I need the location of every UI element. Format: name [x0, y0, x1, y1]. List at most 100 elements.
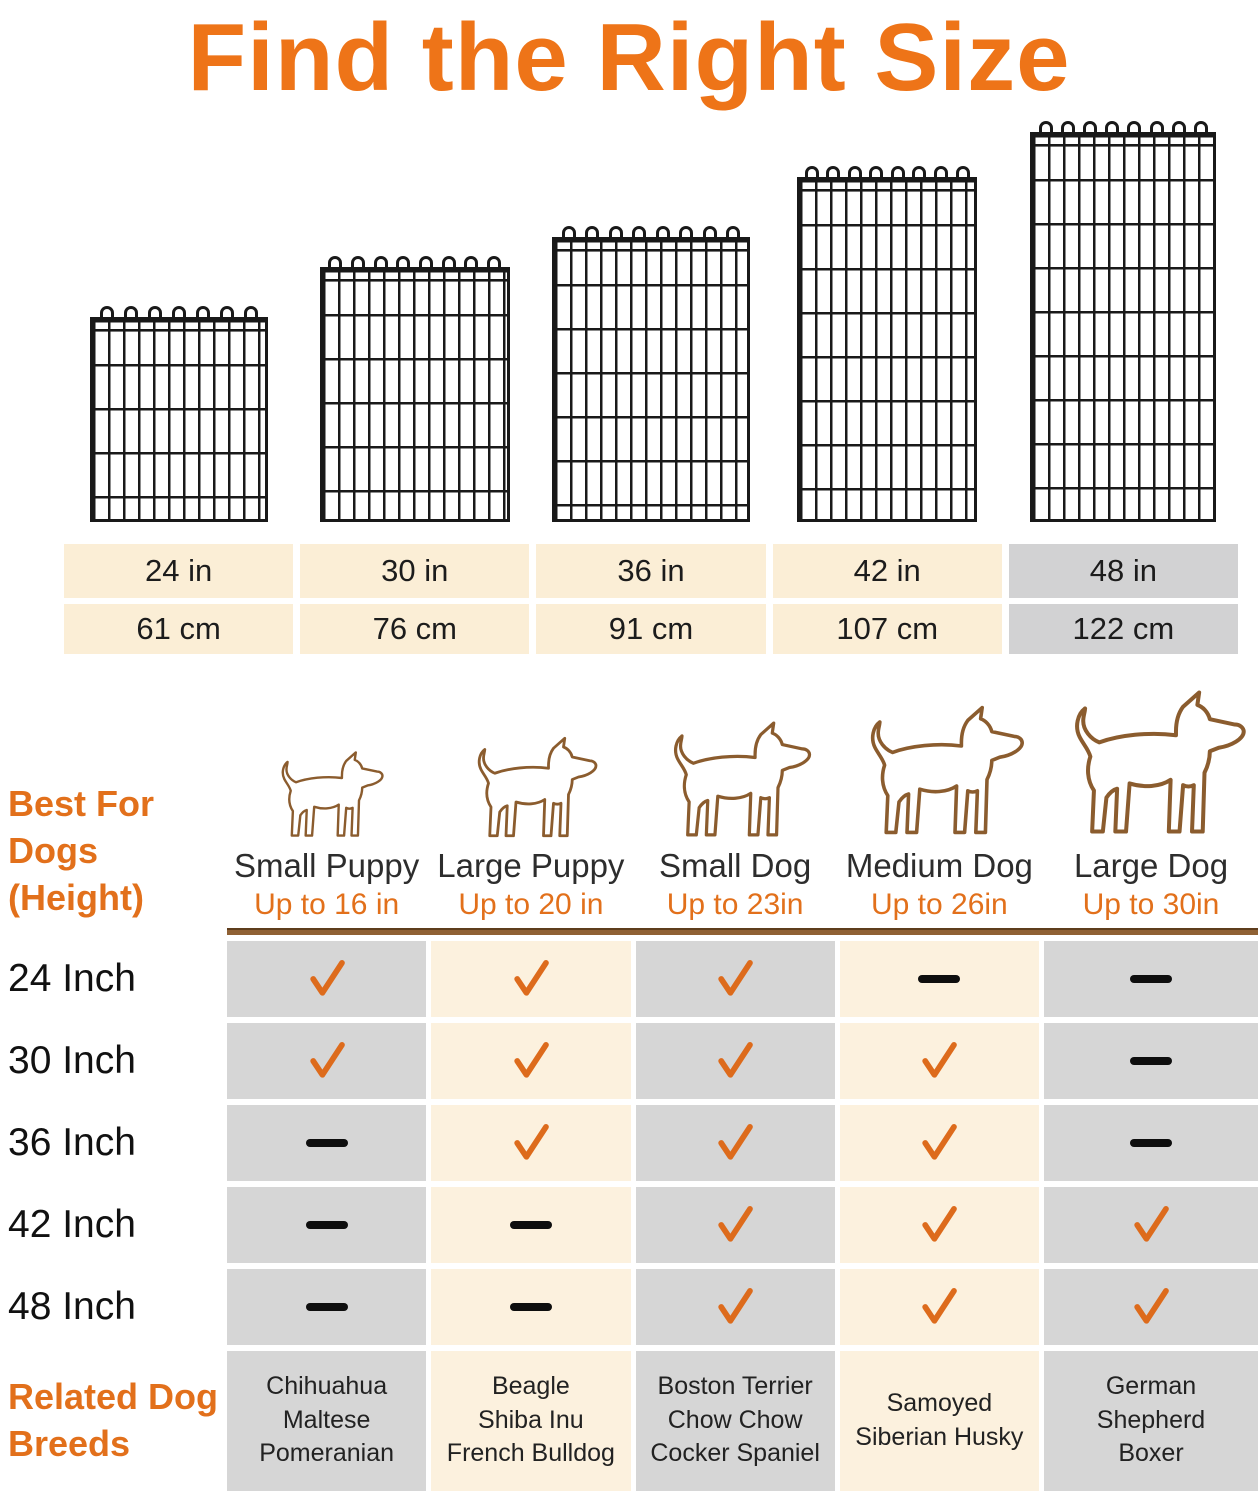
breeds-cell-4: Samoyed Siberian Husky [839, 1350, 1039, 1491]
panel-slot-4 [797, 165, 978, 522]
breed-name: Maltese [282, 1405, 371, 1434]
size-cell-cm-4: 107 cm [772, 603, 1002, 654]
column-header-5: Large Dog Up to 30in [1044, 680, 1258, 922]
breed-name: French Bulldog [446, 1439, 615, 1468]
wire-loop-icon [1083, 120, 1098, 132]
small-dog-icon [674, 721, 812, 837]
divider-bar [227, 927, 1258, 935]
matrix-cell-1-5 [1044, 940, 1258, 1017]
matrix-cell-4-3 [635, 1186, 835, 1263]
dog-size-name: Large Puppy [437, 846, 625, 884]
wire-loop-icon [464, 255, 479, 267]
wire-loop-icon [1127, 120, 1142, 132]
check-icon [309, 1041, 345, 1078]
check-icon [514, 959, 549, 996]
breed-name: Shepherd [1096, 1405, 1206, 1434]
wire-loop-icon [1149, 120, 1164, 132]
wire-loop-icon [396, 255, 411, 267]
column-header-3: Small Dog Up to 23in [636, 680, 835, 922]
matrix-cell-2-3 [635, 1022, 835, 1099]
check-icon [718, 1205, 753, 1242]
matrix-cell-2-4 [839, 1022, 1039, 1099]
dash-icon [305, 1138, 348, 1147]
panel-slot-3 [551, 225, 750, 522]
wire-loop-icon [679, 225, 694, 237]
page-title: Find the Right Size [187, 4, 1071, 111]
wire-loop-icon [702, 225, 717, 237]
matrix-cell-1-1 [227, 940, 427, 1017]
matrix-cell-1-2 [431, 940, 631, 1017]
wire-panel-2 [319, 255, 510, 522]
breeds-cell-5: German Shepherd Boxer [1044, 1350, 1258, 1491]
matrix-cell-5-1 [227, 1268, 427, 1345]
matrix-cell-5-5 [1044, 1268, 1258, 1345]
check-icon [514, 1123, 549, 1160]
breeds-cell-3: Boston Terrier Chow Chow Cocker Spaniel [635, 1350, 835, 1491]
wire-panel-3 [551, 225, 750, 522]
wire-loop-icon [219, 305, 234, 317]
breed-name: Samoyed [886, 1389, 993, 1418]
row-label-36-inch: 36 Inch [8, 1120, 136, 1164]
dash-icon [1130, 1056, 1172, 1065]
size-cell-inches-1: 24 in [64, 543, 294, 598]
panel-loops [552, 225, 750, 237]
wire-loop-icon [419, 255, 434, 267]
bar-spacer [0, 928, 222, 935]
matrix-cell-2-5 [1044, 1022, 1258, 1099]
wire-loop-icon [351, 255, 366, 267]
row-label-42-inch: 42 Inch [8, 1202, 136, 1246]
matrix-cell-3-5 [1044, 1104, 1258, 1181]
dog-height-range: Up to 23in [666, 887, 804, 921]
panels-row [64, 118, 1238, 522]
panel-slot-1 [89, 305, 268, 522]
matrix-cell-4-1 [227, 1186, 427, 1263]
dog-size-name: Small Dog [659, 846, 812, 884]
dash-icon [305, 1302, 348, 1311]
wire-loop-icon [726, 225, 741, 237]
wire-mesh [89, 316, 268, 522]
breed-name: Beagle [491, 1372, 570, 1401]
wire-loop-icon [328, 255, 343, 267]
matrix-cell-3-1 [227, 1104, 427, 1181]
best-for-dogs-line1: Best For Dogs [8, 783, 155, 872]
wire-mesh [1030, 131, 1217, 522]
breed-name: German [1105, 1372, 1197, 1401]
column-header-1: Small Puppy Up to 16 in [227, 680, 426, 922]
check-icon [309, 959, 345, 996]
panel-loops [797, 165, 977, 177]
matrix-cell-3-2 [431, 1104, 631, 1181]
size-cell-inches-2: 30 in [300, 543, 530, 598]
wire-loop-icon [804, 165, 819, 177]
wire-loop-icon [890, 165, 905, 177]
related-breeds-line1: Related Dog [8, 1375, 219, 1417]
dash-icon [918, 974, 961, 983]
medium-dog-icon [871, 705, 1025, 834]
row-label-30-inch: 30 Inch [8, 1038, 136, 1082]
wire-loop-icon [195, 305, 210, 317]
large-puppy-icon [477, 736, 598, 837]
matrix-cell-3-4 [839, 1104, 1039, 1181]
matrix-cell-5-3 [635, 1268, 835, 1345]
size-cell-inches-3: 36 in [536, 543, 766, 598]
large-dog-icon [1075, 690, 1246, 834]
row-label-24-inch: 24 Inch [8, 956, 136, 1000]
size-cell-inches-5: 48 in [1008, 543, 1238, 598]
breed-name: Boston Terrier [657, 1372, 813, 1401]
column-header-2: Large Puppy Up to 20 in [431, 680, 630, 922]
size-cell-cm-2: 76 cm [300, 603, 530, 654]
wire-loop-icon [826, 165, 841, 177]
check-icon [514, 1041, 549, 1078]
wire-panel-1 [89, 305, 268, 522]
check-icon [718, 1123, 753, 1160]
dog-height-range: Up to 16 in [254, 887, 400, 921]
check-icon [922, 1287, 958, 1324]
matrix-cell-2-2 [431, 1022, 631, 1099]
wire-loop-icon [123, 305, 138, 317]
small-puppy-icon [281, 750, 384, 837]
dash-icon [509, 1220, 552, 1229]
size-table: 24 in 30 in 36 in 42 in 48 in 61 cm 76 cm 91 cm… [64, 543, 1238, 654]
wire-loop-icon [561, 225, 576, 237]
breeds-cell-2: Beagle Shiba Inu French Bulldog [431, 1350, 631, 1491]
dog-height-range: Up to 20 in [458, 887, 604, 921]
matrix-cell-1-3 [635, 940, 835, 1017]
